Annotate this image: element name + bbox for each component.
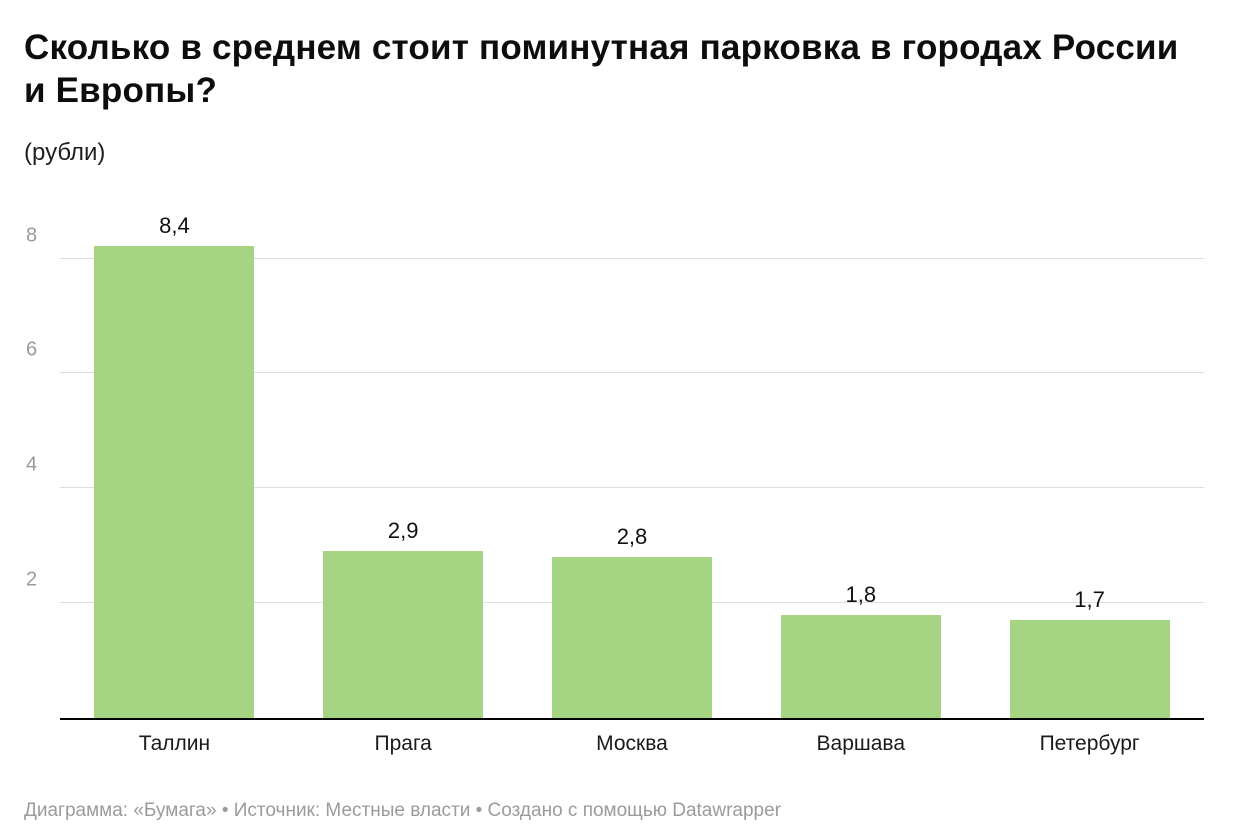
y-tick-label: 8: [26, 224, 38, 247]
bar: [551, 557, 713, 718]
bar: [780, 614, 941, 718]
x-axis-label: Варшава: [816, 731, 906, 755]
gridline: [60, 257, 1204, 259]
bar: [323, 551, 484, 718]
bar-column: 1,7: [975, 213, 1204, 718]
bar-value-label: 2,9: [387, 518, 419, 544]
gridline: [60, 487, 1204, 489]
bar-column: 8,4: [60, 213, 289, 718]
chart-title: Сколько в среднем стоит поминутная парко…: [24, 28, 1179, 111]
bar: [1009, 620, 1170, 718]
chart-subtitle: (рубли): [24, 138, 106, 166]
y-tick-label: 4: [26, 453, 38, 476]
bar-column: 2,9: [289, 213, 518, 718]
bar-value-label: 1,7: [1074, 587, 1105, 613]
bar-column: 1,8: [746, 213, 975, 718]
x-axis-label: Прага: [374, 731, 432, 755]
gridline: [60, 372, 1204, 374]
x-axis-label: Таллин: [138, 731, 211, 755]
chart-footer: Диаграмма: «Бумага» • Источник: Местные …: [24, 799, 782, 821]
x-axis-labels: Таллин Прага Москва Варшава Петербург: [60, 732, 1204, 756]
bar-value-label: 1,8: [845, 581, 877, 607]
x-axis-label: Москва: [596, 731, 668, 755]
bar-value-label: 2,8: [616, 524, 648, 550]
x-axis-baseline: [60, 717, 1204, 720]
bar: [94, 245, 255, 718]
y-tick-label: 2: [26, 568, 38, 591]
bar-value-label: 8,4: [159, 212, 190, 238]
plot-area: 2 4 6 8 8,4 2,9 2,8 1,8 1,7: [24, 213, 1216, 720]
bar-column: 2,8: [518, 213, 747, 718]
x-axis-label: Петербург: [1039, 731, 1140, 755]
bars: 8,4 2,9 2,8 1,8 1,7: [60, 213, 1204, 718]
y-tick-label: 6: [26, 338, 38, 361]
